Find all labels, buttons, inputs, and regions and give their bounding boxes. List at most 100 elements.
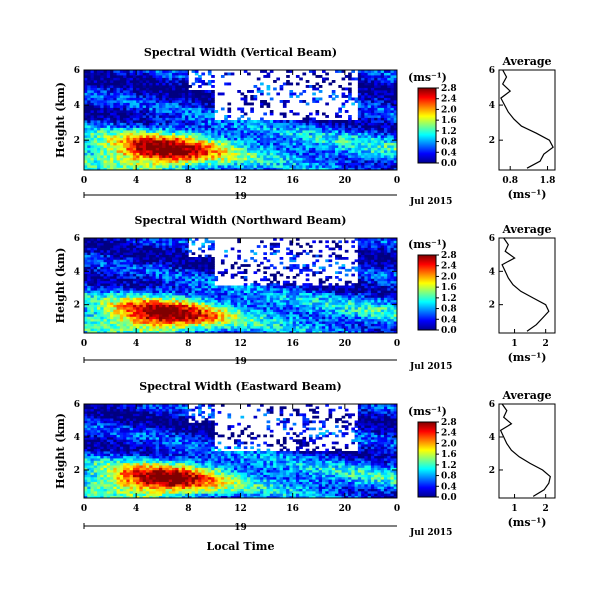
colorbar-tick-label: 2.4 [441,95,457,105]
profile-title: Average [501,55,551,68]
x-tick-label: 8 [185,504,191,514]
profile-line [499,403,551,497]
colorbar-tick-label: 1.6 [441,450,457,460]
colorbar-tick-label: 1.2 [441,127,457,137]
x-tick-label: 20 [339,504,352,514]
colorbar-tick-label: 0.8 [441,138,457,148]
profile-x-tick-label: 0.8 [502,176,518,186]
profile-frame [498,237,556,334]
date-marker: 19 [234,523,247,533]
y-axis-label: Height (km) [54,248,67,324]
x-tick-label: 4 [133,176,139,186]
profile-y-tick-label: 4 [489,267,495,277]
profile-x-tick-label: 2 [543,339,549,349]
x-tick-label: 0 [81,504,87,514]
y-axis-label: Height (km) [54,82,67,158]
colorbar-tick-label: 0.4 [441,482,457,492]
panel-1: Spectral Width (Northward Beam)0 4 8 12 16 20… [54,214,556,372]
x-tick-label: 0 [394,504,400,514]
y-tick-label: 4 [74,101,80,111]
colorbar-tick-label: 2.8 [441,418,457,428]
colorbar-tick-label: 1.2 [441,461,457,471]
date-label: Jul 2015 [409,197,452,207]
y-tick-label: 2 [74,136,80,146]
colorbar-tick-label: 2.8 [441,84,457,94]
profile-y-tick-label: 6 [489,66,495,76]
heatmap-cells [84,404,398,499]
colorbar-tick-label: 2.4 [441,429,457,439]
x-tick-label: 20 [339,176,352,186]
colorbar-tick-label: 0.8 [441,472,457,482]
x-tick-label: 20 [339,339,352,349]
profile-x-label: (ms⁻¹) [508,188,547,201]
y-tick-label: 6 [74,66,80,76]
heatmap-cells [84,238,398,334]
x-axis-label: Local Time [207,540,275,553]
profile-x-tick-label: 1.8 [540,176,556,186]
x-tick-label: 4 [133,339,139,349]
y-tick-label: 2 [74,466,80,476]
colorbar-tick-label: 2.8 [441,251,457,261]
colorbar-tick-label: 0.0 [441,159,457,169]
colorbar [417,254,437,331]
x-tick-label: 8 [185,176,191,186]
profile-y-tick-label: 2 [489,301,495,311]
x-tick-label: 0 [394,176,400,186]
colorbar-unit: (ms⁻¹) [408,238,447,251]
colorbar-tick-label: 0.0 [441,326,457,336]
x-tick-label: 12 [234,339,247,349]
colorbar-tick-label: 1.6 [441,283,457,293]
colorbar-tick-label: 2.0 [441,272,457,282]
profile-frame [498,69,556,171]
x-tick-label: 12 [234,176,247,186]
y-tick-label: 6 [74,234,80,244]
colorbar-tick-label: 0.4 [441,148,457,158]
profile-y-tick-label: 2 [489,136,495,146]
profile-frame [498,403,556,499]
colorbar-tick-label: 0.0 [441,493,457,503]
x-tick-label: 12 [234,504,247,514]
colorbar-tick-label: 0.8 [441,305,457,315]
colorbar-tick-label: 2.0 [441,105,457,115]
colorbar-tick-label: 2.4 [441,262,457,272]
heatmap-cells [84,70,398,171]
y-tick-label: 4 [74,433,80,443]
colorbar-unit: (ms⁻¹) [408,405,447,418]
x-tick-label: 0 [81,176,87,186]
x-tick-label: 16 [286,176,299,186]
date-marker: 19 [234,357,247,367]
colorbar-tick-label: 1.6 [441,116,457,126]
profile-y-tick-label: 4 [489,433,495,443]
x-tick-label: 4 [133,504,139,514]
x-tick-label: 16 [286,339,299,349]
profile-y-tick-label: 2 [489,466,495,476]
y-tick-label: 2 [74,301,80,311]
colorbar-tick-label: 2.0 [441,439,457,449]
profile-x-label: (ms⁻¹) [508,351,547,364]
panel-2: Spectral Width (Eastward Beam)0 4 8 12 16 20 0… [54,380,556,553]
colorbar [417,87,437,164]
profile-title: Average [501,223,551,236]
profile-x-tick-label: 2 [543,504,549,514]
profile-line [501,237,550,332]
x-tick-label: 0 [394,339,400,349]
chart-title: Spectral Width (Northward Beam) [135,214,347,227]
x-tick-label: 0 [81,339,87,349]
colorbar-tick-label: 1.2 [441,294,457,304]
profile-x-tick-label: 1 [511,339,517,349]
y-tick-label: 4 [74,267,80,277]
profile-y-tick-label: 6 [489,234,495,244]
x-tick-label: 16 [286,504,299,514]
profile-x-tick-label: 1 [511,504,517,514]
profile-line [500,69,554,169]
colorbar-unit: (ms⁻¹) [408,71,447,84]
colorbar-tick-label: 0.4 [441,315,457,325]
y-tick-label: 6 [74,400,80,410]
panel-0: Spectral Width (Vertical Beam)0 4 8 12 16 20 0… [54,46,556,207]
date-label: Jul 2015 [409,362,452,372]
date-label: Jul 2015 [409,528,452,538]
profile-y-tick-label: 6 [489,400,495,410]
profile-y-tick-label: 4 [489,101,495,111]
profile-title: Average [501,389,551,402]
